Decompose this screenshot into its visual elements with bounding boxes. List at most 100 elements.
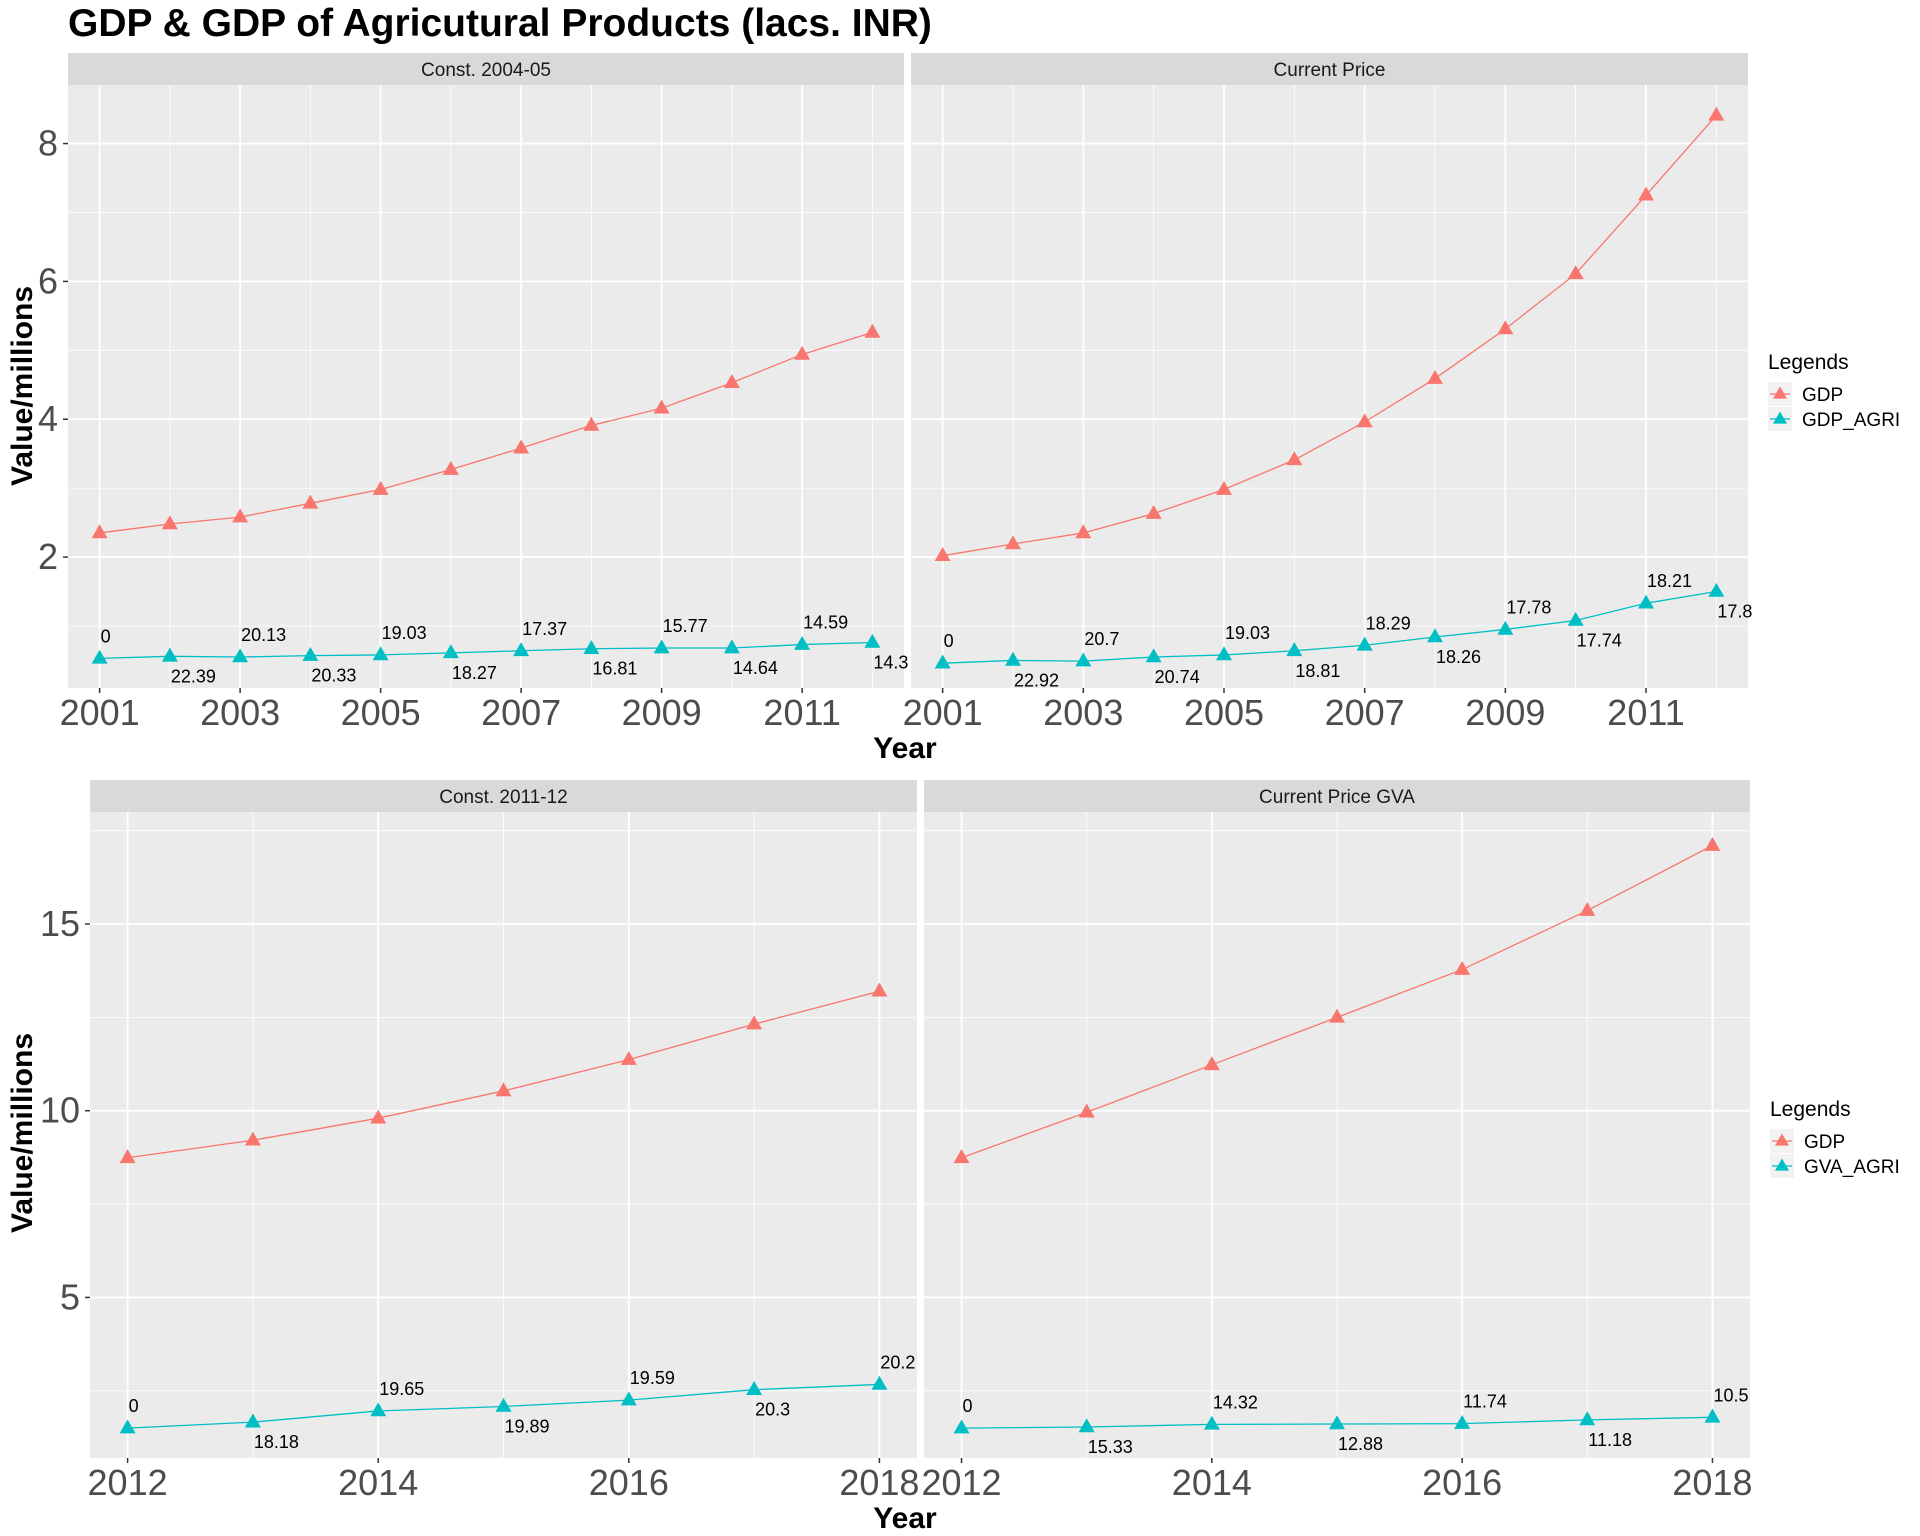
data-point-gdp_agri bbox=[864, 633, 881, 648]
chart-panel: Const. 2004-05 2001 2003 2005 2007 2009 2011 2 4… bbox=[38, 53, 908, 733]
x-tick-label: 2007 bbox=[1325, 692, 1405, 733]
data-point-gva_agri bbox=[746, 1381, 763, 1395]
facet-strip bbox=[911, 53, 1748, 85]
x-tick-label: 2005 bbox=[1184, 692, 1264, 733]
data-point-gdp bbox=[302, 494, 319, 509]
legend-marker bbox=[1773, 411, 1787, 424]
data-label: 17.37 bbox=[522, 619, 567, 639]
data-point-gdp bbox=[370, 1109, 387, 1124]
data-point-gdp_agri bbox=[583, 640, 600, 655]
x-tick-label: 2016 bbox=[589, 1462, 669, 1503]
legend-label-gdp: GDP bbox=[1802, 385, 1843, 406]
x-tick-label: 2012 bbox=[921, 1462, 1001, 1503]
data-point-gva_agri bbox=[119, 1419, 136, 1434]
facet-strip-label: Const. 2004-05 bbox=[421, 60, 551, 81]
data-point-gdp bbox=[864, 323, 881, 338]
data-point-gva_agri bbox=[495, 1397, 512, 1412]
legend-marker bbox=[1773, 386, 1787, 399]
data-label: 19.03 bbox=[1225, 623, 1270, 643]
y-tick-label: 6 bbox=[38, 260, 58, 301]
data-point-gva_agri bbox=[1704, 1408, 1721, 1423]
x-axis-title: Year bbox=[873, 1502, 937, 1535]
data-point-gdp bbox=[1004, 535, 1021, 550]
x-tick-label: 2001 bbox=[903, 692, 983, 733]
facet-strip-label: Const. 2011-12 bbox=[439, 787, 568, 808]
page-title: GDP & GDP of Agricutural Products (lacs.… bbox=[68, 2, 932, 45]
legend: Legends GDP GVA_AGRI bbox=[1770, 1098, 1900, 1178]
data-point-gdp bbox=[723, 374, 740, 388]
data-point-gdp bbox=[161, 515, 178, 530]
legend-title: Legends bbox=[1770, 1098, 1851, 1121]
series-line-gdp bbox=[99, 331, 873, 534]
data-point-gdp bbox=[871, 982, 888, 997]
data-label: 0 bbox=[129, 1396, 139, 1416]
legend-label-gdp: GDP bbox=[1804, 1132, 1845, 1153]
data-point-gdp_agri bbox=[1075, 652, 1092, 667]
data-label: 19.03 bbox=[382, 623, 427, 643]
data-point-gdp bbox=[1286, 451, 1303, 466]
x-axis-title: Year bbox=[873, 732, 937, 765]
data-point-gdp_agri bbox=[91, 649, 108, 664]
data-label: 18.21 bbox=[1647, 571, 1692, 591]
data-point-gdp bbox=[244, 1131, 261, 1146]
data-point-gdp bbox=[442, 460, 459, 475]
y-tick-label: 8 bbox=[38, 123, 58, 164]
data-point-gdp bbox=[1075, 524, 1092, 539]
data-label: 20.33 bbox=[311, 666, 356, 686]
y-axis-title: Value/millions bbox=[6, 286, 39, 486]
data-point-gdp_agri bbox=[442, 644, 459, 659]
data-point-gdp bbox=[232, 508, 249, 523]
data-label: 20.2 bbox=[880, 1352, 915, 1372]
data-label: 20.13 bbox=[241, 625, 286, 645]
chart-panel: Current Price 2001 2003 2005 2007 2009 2011 0 22… bbox=[903, 53, 1752, 733]
data-point-gdp_agri bbox=[1145, 648, 1162, 663]
y-tick-label: 15 bbox=[40, 903, 80, 944]
x-tick-label: 2018 bbox=[839, 1462, 919, 1503]
data-point-gdp bbox=[794, 345, 811, 360]
data-point-gdp bbox=[934, 547, 951, 561]
data-label: 22.39 bbox=[171, 666, 216, 686]
data-point-gdp_agri bbox=[934, 654, 951, 669]
data-label: 18.18 bbox=[254, 1432, 299, 1452]
x-tick-label: 2005 bbox=[341, 692, 421, 733]
data-label: 17.74 bbox=[1577, 630, 1622, 650]
data-point-gdp bbox=[1638, 186, 1655, 201]
data-label: 18.81 bbox=[1295, 661, 1340, 681]
data-point-gdp_agri bbox=[161, 647, 178, 662]
legend-label-gva_agri: GVA_AGRI bbox=[1804, 1157, 1900, 1178]
data-point-gva_agri bbox=[1579, 1411, 1596, 1426]
data-label: 18.26 bbox=[1436, 647, 1481, 667]
facet-strip-label: Current Price GVA bbox=[1259, 787, 1415, 808]
series-line-gdp_agri bbox=[99, 641, 873, 660]
data-point-gdp bbox=[372, 480, 389, 495]
x-tick-label: 2009 bbox=[1465, 692, 1545, 733]
x-tick-label: 2014 bbox=[1172, 1462, 1252, 1503]
data-point-gva_agri bbox=[1203, 1415, 1220, 1430]
data-point-gdp bbox=[1567, 265, 1584, 280]
data-label: 20.7 bbox=[1084, 629, 1119, 649]
x-tick-label: 2003 bbox=[200, 692, 280, 733]
plot-background bbox=[911, 85, 1748, 688]
x-tick-label: 2007 bbox=[481, 692, 561, 733]
x-tick-label: 2001 bbox=[60, 692, 140, 733]
data-point-gdp_agri bbox=[513, 642, 530, 657]
facet-strip bbox=[924, 780, 1750, 812]
data-point-gva_agri bbox=[1454, 1415, 1471, 1429]
data-point-gdp_agri bbox=[372, 646, 389, 661]
data-point-gdp_agri bbox=[1004, 651, 1021, 666]
data-point-gdp_agri bbox=[1356, 636, 1373, 651]
data-point-gva_agri bbox=[1329, 1415, 1345, 1430]
data-point-gdp bbox=[1329, 1008, 1345, 1023]
series-line-gdp bbox=[942, 114, 1717, 557]
data-label: 19.65 bbox=[379, 1379, 424, 1399]
legend: Legends GDP GDP_AGRI bbox=[1768, 351, 1900, 431]
x-tick-label: 2003 bbox=[1043, 692, 1123, 733]
x-tick-label: 2018 bbox=[1672, 1462, 1752, 1503]
data-point-gdp_agri bbox=[232, 648, 249, 663]
data-point-gdp bbox=[1215, 480, 1232, 495]
data-label: 17.78 bbox=[1506, 597, 1551, 617]
data-label: 14.3 bbox=[873, 653, 908, 673]
y-axis-title: Value/millions bbox=[6, 1033, 39, 1233]
data-label: 15.33 bbox=[1088, 1437, 1133, 1457]
